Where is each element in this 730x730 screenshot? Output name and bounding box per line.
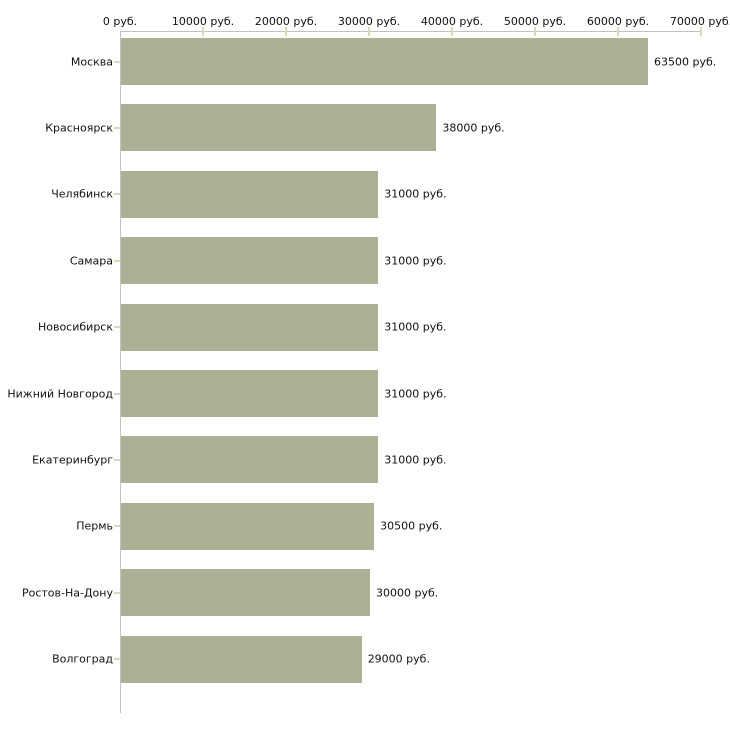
- category-tick: [114, 326, 120, 329]
- x-axis-tick: [451, 27, 453, 36]
- x-axis-tick: [202, 27, 204, 36]
- value-label: 31000 руб.: [384, 187, 447, 201]
- value-label: 29000 руб.: [367, 652, 430, 666]
- bar: [121, 38, 649, 85]
- value-label: 30500 руб.: [380, 519, 443, 533]
- bar: [121, 436, 379, 484]
- category-tick: [114, 658, 120, 661]
- x-axis-tick-label: 0 руб.: [102, 15, 138, 28]
- x-axis-tick-label: 10000 руб.: [171, 15, 235, 28]
- category-tick: [114, 126, 120, 129]
- bar: [121, 104, 437, 152]
- category-tick: [114, 458, 120, 461]
- value-label: 38000 руб.: [442, 121, 505, 135]
- category-tick: [114, 259, 120, 262]
- x-axis-tick-label: 60000 руб.: [586, 15, 650, 28]
- bar: [121, 569, 370, 617]
- x-axis-tick: [617, 27, 619, 36]
- x-axis-line: [120, 31, 702, 32]
- y-axis-line: [120, 31, 121, 713]
- category-tick: [114, 60, 120, 63]
- x-axis-tick: [534, 27, 536, 36]
- category-label: Пермь: [76, 519, 113, 533]
- category-label: Челябинск: [51, 187, 113, 201]
- category-tick: [114, 525, 120, 528]
- category-tick: [114, 591, 120, 594]
- category-label: Красноярск: [45, 121, 113, 135]
- value-label: 31000 руб.: [384, 254, 447, 268]
- value-label: 63500 руб.: [654, 55, 717, 68]
- bar: [121, 303, 379, 351]
- category-label: Москва: [70, 55, 113, 68]
- value-label: 30000 руб.: [376, 586, 439, 600]
- x-axis-tick: [285, 27, 287, 36]
- category-label: Самара: [69, 254, 113, 268]
- category-label: Нижний Новгород: [7, 387, 113, 400]
- x-axis-tick: [368, 27, 370, 36]
- value-label: 31000 руб.: [384, 320, 447, 334]
- category-label: Екатеринбург: [32, 453, 113, 467]
- x-axis-tick-label: 70000 руб.: [669, 15, 730, 28]
- value-label: 31000 руб.: [384, 387, 447, 400]
- category-label: Новосибирск: [37, 320, 113, 334]
- bar: [121, 237, 379, 285]
- x-axis-tick-label: 40000 руб.: [420, 15, 484, 28]
- x-axis-tick-label: 30000 руб.: [337, 15, 401, 28]
- bar: [121, 170, 379, 218]
- x-axis-tick-label: 50000 руб.: [503, 15, 567, 28]
- bar: [121, 502, 375, 550]
- category-tick: [114, 392, 120, 395]
- bar: [121, 370, 379, 417]
- category-tick: [114, 193, 120, 196]
- value-label: 31000 руб.: [384, 453, 447, 467]
- x-axis-tick: [700, 27, 702, 36]
- category-label: Ростов-На-Дону: [21, 586, 113, 600]
- x-axis-tick-label: 20000 руб.: [254, 15, 318, 28]
- bar: [121, 635, 362, 683]
- category-label: Волгоград: [52, 652, 113, 666]
